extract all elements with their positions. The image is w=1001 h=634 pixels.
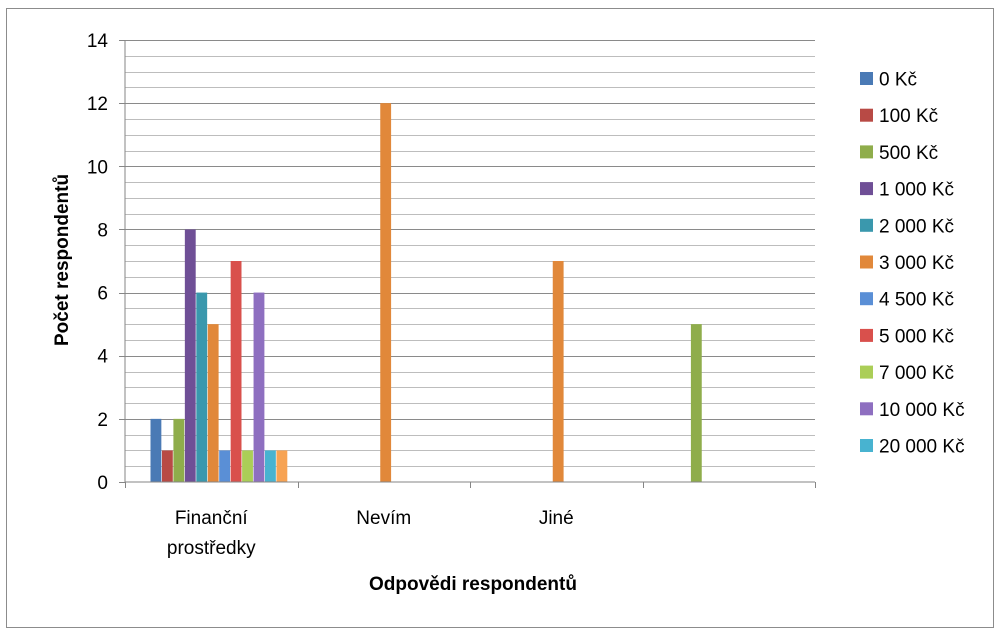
y-axis-title: Počet respondentů (52, 174, 73, 346)
bar (184, 229, 196, 482)
x-tick-label: Jiné (539, 508, 574, 529)
chart-frame (6, 8, 994, 628)
y-tick-label: 4 (97, 347, 108, 368)
legend-swatch (860, 218, 873, 232)
legend-swatch (860, 365, 873, 379)
legend: 0 Kč 100 Kč 500 Kč 1 000 Kč 2 000 Kč 3 000 Kč… (860, 70, 965, 458)
bar (196, 292, 208, 482)
bar (150, 418, 162, 482)
y-tick-label: 6 (97, 284, 108, 305)
legend-label: 20 000 Kč (879, 437, 965, 458)
y-tick-labels: 0 2 4 6 8 10 12 14 (87, 31, 125, 494)
y-tick-label: 0 (97, 473, 108, 494)
y-tick-label: 10 (87, 157, 108, 178)
bar (173, 418, 185, 482)
bar (242, 450, 253, 482)
legend-label: 500 Kč (879, 143, 938, 164)
legend-swatch (860, 72, 873, 85)
bar (380, 103, 392, 482)
legend-swatch (860, 439, 873, 452)
x-tick-label: prostředky (167, 538, 256, 559)
legend-swatch (860, 402, 873, 416)
legend-label: 100 Kč (879, 106, 938, 127)
bar (230, 261, 242, 482)
bar (265, 450, 276, 482)
legend-swatch (860, 328, 873, 342)
legend-label: 7 000 Kč (879, 363, 954, 384)
legend-swatch (860, 145, 873, 159)
legend-swatch (860, 108, 873, 122)
bars (150, 103, 702, 482)
legend-label: 0 Kč (879, 70, 917, 91)
legend-swatch (860, 182, 873, 196)
bar (276, 450, 288, 482)
bar (690, 324, 702, 482)
legend-swatch (860, 255, 873, 269)
x-tick-labels: Finanční prostředky Nevím Jiné (125, 482, 816, 559)
legend-label: 10 000 Kč (879, 400, 965, 421)
legend-label: 1 000 Kč (879, 180, 954, 201)
legend-label: 5 000 Kč (879, 326, 954, 347)
x-tick-label: Finanční (175, 508, 249, 529)
y-tick-label: 2 (97, 410, 108, 431)
bar (207, 324, 219, 482)
bar (161, 450, 173, 482)
legend-label: 3 000 Kč (879, 253, 954, 274)
y-tick-label: 8 (97, 220, 108, 241)
legend-label: 4 500 Kč (879, 290, 954, 311)
x-axis-title: Odpovědi respondentů (369, 574, 577, 595)
bar (552, 261, 564, 482)
legend-swatch (860, 292, 873, 306)
legend-label: 2 000 Kč (879, 216, 954, 237)
bar (219, 450, 231, 482)
x-tick-label: Nevím (356, 508, 411, 529)
bar (253, 292, 265, 482)
y-tick-label: 12 (87, 94, 108, 115)
y-tick-label: 14 (87, 31, 109, 52)
gridlines (125, 40, 815, 467)
